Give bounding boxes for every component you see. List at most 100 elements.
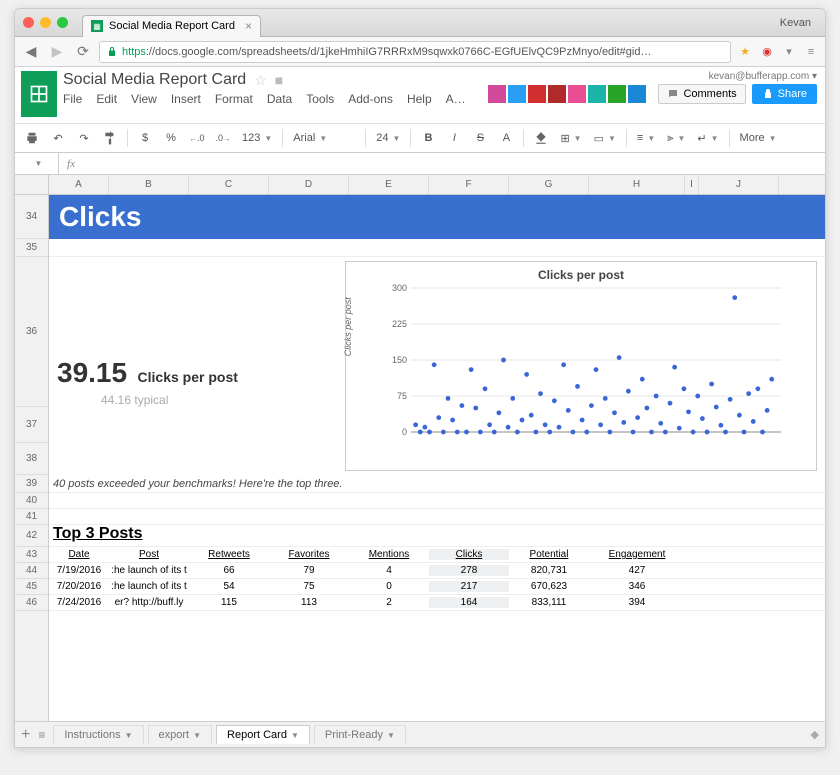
browser-window: ▦ Social Media Report Card × Kevan ◀ ▶ ⟳…: [14, 8, 826, 748]
col-header-H[interactable]: H: [589, 175, 685, 194]
folder-icon[interactable]: ■: [275, 72, 283, 88]
account-email[interactable]: kevan@bufferapp.com ▾: [709, 71, 817, 82]
col-header-J[interactable]: J: [699, 175, 779, 194]
star-icon[interactable]: ★: [737, 44, 753, 60]
wrap-icon[interactable]: ↵▼: [693, 127, 722, 149]
chart-ylabel: Clicks per post: [343, 297, 353, 356]
minimize-window[interactable]: [40, 17, 51, 28]
addon-icon-1[interactable]: [508, 85, 526, 103]
name-box[interactable]: ▼: [15, 153, 59, 174]
chrome-user[interactable]: Kevan: [774, 16, 817, 30]
add-sheet-button[interactable]: +: [21, 726, 30, 744]
col-header-I[interactable]: I: [685, 175, 699, 194]
row-header-41[interactable]: 41: [15, 509, 48, 525]
row-header-37[interactable]: 37: [15, 407, 48, 443]
row-header-42[interactable]: 42: [15, 525, 48, 547]
menu-view[interactable]: View: [131, 92, 157, 106]
reload-button[interactable]: ⟳: [73, 42, 93, 62]
menu-edit[interactable]: Edit: [96, 92, 117, 106]
explore-icon[interactable]: ◆: [811, 728, 819, 741]
maximize-window[interactable]: [57, 17, 68, 28]
font-size[interactable]: 24▼: [372, 127, 404, 149]
valign-icon[interactable]: ⫸▼: [663, 127, 689, 149]
star-doc-icon[interactable]: ☆: [254, 72, 267, 89]
close-tab-icon[interactable]: ×: [245, 19, 252, 33]
col-header-B[interactable]: B: [109, 175, 189, 194]
menu-format[interactable]: Format: [215, 92, 253, 106]
row-header-40[interactable]: 40: [15, 493, 48, 509]
italic-button[interactable]: I: [443, 127, 465, 149]
row-header-39[interactable]: 39: [15, 475, 48, 493]
number-format[interactable]: 123▼: [238, 127, 276, 149]
font-select[interactable]: Arial▼: [289, 127, 359, 149]
col-header-A[interactable]: A: [49, 175, 109, 194]
row-header-36[interactable]: 36: [15, 257, 48, 407]
bold-button[interactable]: B: [417, 127, 439, 149]
currency-button[interactable]: $: [134, 127, 156, 149]
col-header-E[interactable]: E: [349, 175, 429, 194]
row-header-44[interactable]: 44: [15, 563, 48, 579]
undo-icon[interactable]: ↶: [47, 127, 69, 149]
row-header-46[interactable]: 46: [15, 595, 48, 611]
browser-tab[interactable]: ▦ Social Media Report Card ×: [82, 15, 261, 37]
forward-button[interactable]: ▶: [47, 42, 67, 62]
addon-icon-6[interactable]: [608, 85, 626, 103]
row-header-34[interactable]: 34: [15, 195, 48, 239]
sheet-tab-report-card[interactable]: Report Card▼: [216, 725, 310, 744]
addon-icon-2[interactable]: [528, 85, 546, 103]
col-header-C[interactable]: C: [189, 175, 269, 194]
percent-button[interactable]: %: [160, 127, 182, 149]
fill-color-icon[interactable]: [530, 127, 552, 149]
toolbar: ↶ ↷ $ % ←.0 .0→ 123▼ Arial▼ 24▼ B I S A …: [15, 123, 825, 153]
close-window[interactable]: [23, 17, 34, 28]
col-header-F[interactable]: F: [429, 175, 509, 194]
dec-increase[interactable]: .0→: [212, 127, 234, 149]
redo-icon[interactable]: ↷: [73, 127, 95, 149]
menu-icon[interactable]: ≡: [803, 44, 819, 60]
th-date: Date: [49, 549, 109, 560]
menu-insert[interactable]: Insert: [171, 92, 201, 106]
merge-icon[interactable]: ▭▼: [590, 127, 620, 149]
sheet-tab-export[interactable]: export▼: [148, 725, 213, 744]
address-field[interactable]: https ://docs.google.com /spreadsheets/d…: [99, 41, 731, 63]
more-button[interactable]: More▼: [736, 127, 781, 149]
all-sheets-icon[interactable]: ≡: [38, 728, 45, 742]
strike-button[interactable]: S: [469, 127, 491, 149]
halign-icon[interactable]: ≡▼: [633, 127, 659, 149]
menu-file[interactable]: File: [63, 92, 82, 106]
col-header-D[interactable]: D: [269, 175, 349, 194]
borders-icon[interactable]: ⊞▼: [556, 127, 585, 149]
print-icon[interactable]: [21, 127, 43, 149]
ext-icon-grey[interactable]: ▾: [781, 44, 797, 60]
addon-icon-4[interactable]: [568, 85, 586, 103]
sheet-tab-instructions[interactable]: Instructions▼: [53, 725, 143, 744]
row-header-45[interactable]: 45: [15, 579, 48, 595]
addon-icon-3[interactable]: [548, 85, 566, 103]
back-button[interactable]: ◀: [21, 42, 41, 62]
text-color-icon[interactable]: A: [495, 127, 517, 149]
top3-heading: Top 3 Posts: [49, 525, 825, 547]
col-header-G[interactable]: G: [509, 175, 589, 194]
doc-title[interactable]: Social Media Report Card: [63, 71, 246, 89]
sheet-tab-print-ready[interactable]: Print-Ready▼: [314, 725, 406, 744]
menu-a…[interactable]: A…: [446, 92, 466, 106]
row-header-43[interactable]: 43: [15, 547, 48, 563]
comments-button[interactable]: Comments: [658, 84, 745, 104]
share-button[interactable]: Share: [752, 84, 817, 104]
addon-icon-5[interactable]: [588, 85, 606, 103]
menu-tools[interactable]: Tools: [306, 92, 334, 106]
menu-help[interactable]: Help: [407, 92, 432, 106]
addon-icon-0[interactable]: [488, 85, 506, 103]
kpi-typical: 44.16 typical: [101, 393, 345, 407]
scatter-chart[interactable]: Clicks per post Clicks per post 07515022…: [345, 261, 817, 471]
sheets-logo[interactable]: [21, 71, 57, 117]
paint-format-icon[interactable]: [99, 127, 121, 149]
addon-icon-7[interactable]: [628, 85, 646, 103]
menu-data[interactable]: Data: [267, 92, 292, 106]
row-header-38[interactable]: 38: [15, 443, 48, 475]
dec-decrease[interactable]: ←.0: [186, 127, 208, 149]
row-header-35[interactable]: 35: [15, 239, 48, 257]
ext-icon-red[interactable]: ◉: [759, 44, 775, 60]
th-retweets: Retweets: [189, 549, 269, 560]
menu-add-ons[interactable]: Add-ons: [348, 92, 393, 106]
